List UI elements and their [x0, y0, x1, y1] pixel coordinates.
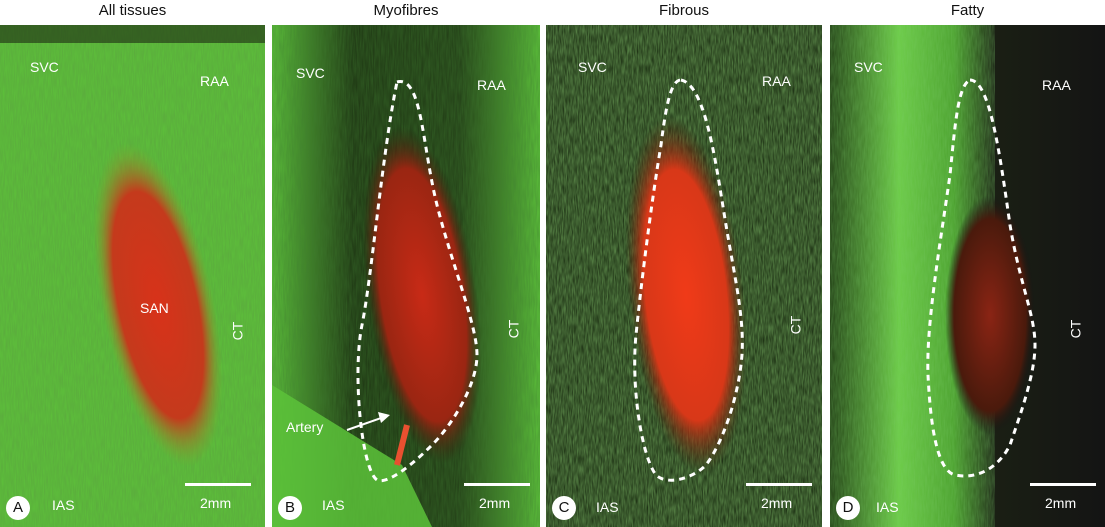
scale-label: 2mm [479, 495, 511, 511]
panel-a-all-tissues: SVC RAA SAN CT IAS 2mm A [0, 25, 265, 527]
scale-bar [1030, 483, 1096, 486]
column-title-fibrous: Fibrous [658, 2, 710, 19]
column-title-fatty: Fatty [950, 2, 985, 19]
label-svc: SVC [296, 65, 325, 81]
san-outline [926, 78, 1037, 478]
panel-b-image [272, 25, 540, 527]
panel-letter-badge: D [836, 496, 860, 520]
panel-b-myofibres: SVC RAA CT Artery IAS 2mm B [272, 25, 540, 527]
label-raa: RAA [762, 73, 791, 89]
label-raa: RAA [200, 73, 229, 89]
panel-letter-badge: A [6, 496, 30, 520]
scale-bar [746, 483, 812, 486]
artery-arrow [346, 416, 385, 431]
label-svc: SVC [578, 59, 607, 75]
panel-c-fibrous: SVC RAA CT IAS 2mm C [546, 25, 822, 527]
panel-d-fatty: SVC RAA CT IAS 2mm D [830, 25, 1105, 527]
label-raa: RAA [477, 77, 506, 93]
label-ias: IAS [596, 499, 619, 515]
scale-bar [185, 483, 251, 486]
scale-bar [464, 483, 530, 486]
san-outline [356, 80, 479, 483]
panel-letter-badge: C [552, 496, 576, 520]
label-svc: SVC [854, 59, 883, 75]
label-ias: IAS [322, 497, 345, 513]
label-svc: SVC [30, 59, 59, 75]
panel-letter-badge: B [278, 496, 302, 520]
label-ct: CT [1067, 319, 1084, 339]
scale-label: 2mm [761, 495, 793, 511]
scale-label: 2mm [200, 495, 232, 511]
label-ct: CT [505, 319, 522, 339]
column-title-myofibres: Myofibres [373, 2, 439, 19]
panel-a-image [0, 25, 265, 527]
panel-c-image [546, 25, 822, 527]
panel-d-image [830, 25, 1105, 527]
label-ias: IAS [52, 497, 75, 513]
label-san: SAN [140, 300, 169, 316]
column-title-all-tissues: All tissues [98, 2, 167, 19]
label-ct: CT [787, 315, 804, 335]
label-ct: CT [229, 321, 246, 341]
label-ias: IAS [876, 499, 899, 515]
san-outline [633, 78, 744, 482]
label-artery: Artery [286, 419, 324, 435]
label-raa: RAA [1042, 77, 1071, 93]
scale-label: 2mm [1045, 495, 1077, 511]
